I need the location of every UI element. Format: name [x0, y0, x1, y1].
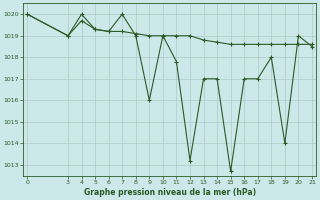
X-axis label: Graphe pression niveau de la mer (hPa): Graphe pression niveau de la mer (hPa) — [84, 188, 256, 197]
